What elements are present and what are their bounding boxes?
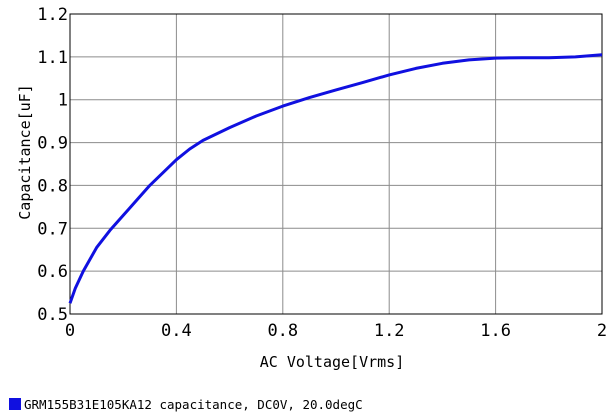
x-tick-label: 0 [65,321,75,341]
x-tick-labels: 0 0.4 0.8 1.2 1.6 2 [65,321,606,341]
x-tick-label: 1.6 [480,321,511,341]
y-tick-label: 0.7 [37,219,68,239]
y-tick-label: 1.1 [37,48,68,68]
y-tick-label: 0.8 [37,176,68,196]
x-tick-label: 0.8 [267,321,298,341]
legend-label: GRM155B31E105KA12 capacitance, DC0V, 20.… [24,396,363,412]
y-tick-label: 0.5 [37,305,68,325]
y-axis-label: Capacitance[uF] [16,84,34,219]
y-tick-label: 1 [58,91,68,111]
x-tick-label: 1.2 [374,321,405,341]
y-tick-labels: 0.5 0.6 0.7 0.8 0.9 1 1.1 1.2 [37,5,68,325]
y-tick-label: 1.2 [37,5,68,25]
legend: GRM155B31E105KA12 capacitance, DC0V, 20.… [9,396,363,412]
x-axis-label: AC Voltage[Vrms] [260,353,405,371]
series-line-capacitance [68,53,603,304]
y-tick-label: 0.6 [37,262,68,282]
plot-frame [69,13,603,315]
legend-swatch [9,398,21,410]
series-layer [68,53,603,304]
y-tick-label: 0.9 [37,134,68,154]
x-tick-label: 0.4 [161,321,192,341]
x-tick-label: 2 [597,321,606,341]
